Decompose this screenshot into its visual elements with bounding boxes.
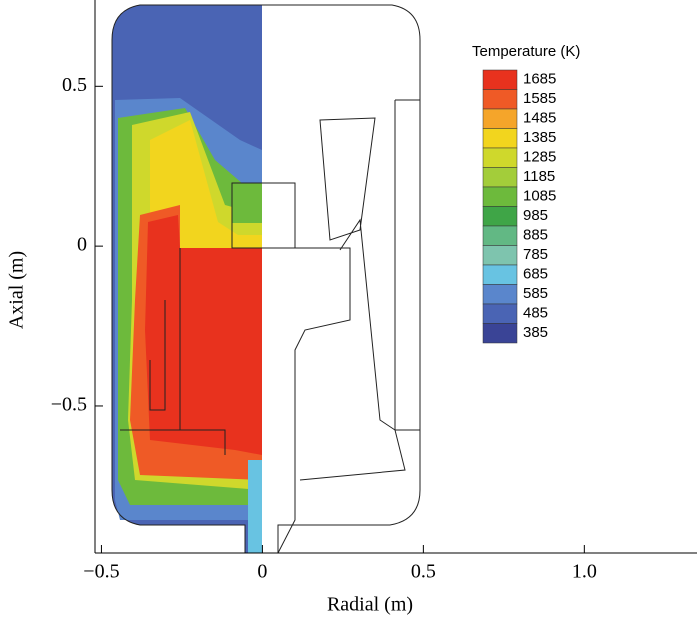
legend-swatch bbox=[482, 206, 518, 227]
legend-swatch bbox=[482, 225, 518, 246]
legend-label: 1285 bbox=[523, 149, 556, 166]
x-tick-label: 1.0 bbox=[572, 561, 597, 583]
legend-label: 485 bbox=[523, 305, 548, 322]
x-tick-label: −0.5 bbox=[83, 561, 119, 583]
legend-label: 1685 bbox=[523, 71, 556, 88]
legend-swatch bbox=[482, 69, 518, 90]
legend-label: 885 bbox=[523, 227, 548, 244]
legend-swatch bbox=[482, 303, 518, 324]
y-tick-label: 0.5 bbox=[62, 74, 87, 96]
legend-swatch bbox=[482, 147, 518, 168]
legend-label: 1385 bbox=[523, 129, 556, 146]
legend-swatch bbox=[482, 264, 518, 285]
legend-label: 785 bbox=[523, 246, 548, 263]
legend-label: 685 bbox=[523, 266, 548, 283]
y-tick-label: −0.5 bbox=[51, 394, 87, 416]
legend-swatch bbox=[482, 89, 518, 110]
internal-outline bbox=[120, 99, 420, 554]
legend-swatch bbox=[482, 186, 518, 207]
legend-swatch bbox=[482, 108, 518, 129]
x-tick-label: 0.5 bbox=[411, 561, 436, 583]
legend-title: Temperature (K) bbox=[472, 43, 580, 60]
x-tick-label: 0 bbox=[257, 561, 267, 583]
legend-label: 1485 bbox=[523, 110, 556, 127]
legend-label: 1185 bbox=[523, 168, 555, 185]
contour-region bbox=[248, 460, 262, 553]
legend-swatch bbox=[482, 167, 518, 188]
legend-label: 1085 bbox=[523, 188, 556, 205]
legend-swatch bbox=[482, 323, 518, 344]
y-axis-label: Axial (m) bbox=[6, 251, 28, 329]
contour-field bbox=[111, 4, 421, 554]
vessel-outline bbox=[111, 4, 421, 553]
legend-label: 1585 bbox=[523, 90, 556, 107]
legend-swatch bbox=[482, 128, 518, 149]
legend-label: 585 bbox=[523, 285, 548, 302]
y-tick-label: 0 bbox=[77, 234, 87, 256]
contour-region bbox=[232, 183, 262, 223]
x-axis-label: Radial (m) bbox=[327, 594, 413, 616]
legend-label: 385 bbox=[523, 324, 548, 341]
legend-swatch bbox=[482, 245, 518, 266]
contour-region bbox=[145, 215, 262, 455]
legend-label: 985 bbox=[523, 207, 548, 224]
legend-swatch bbox=[482, 284, 518, 305]
